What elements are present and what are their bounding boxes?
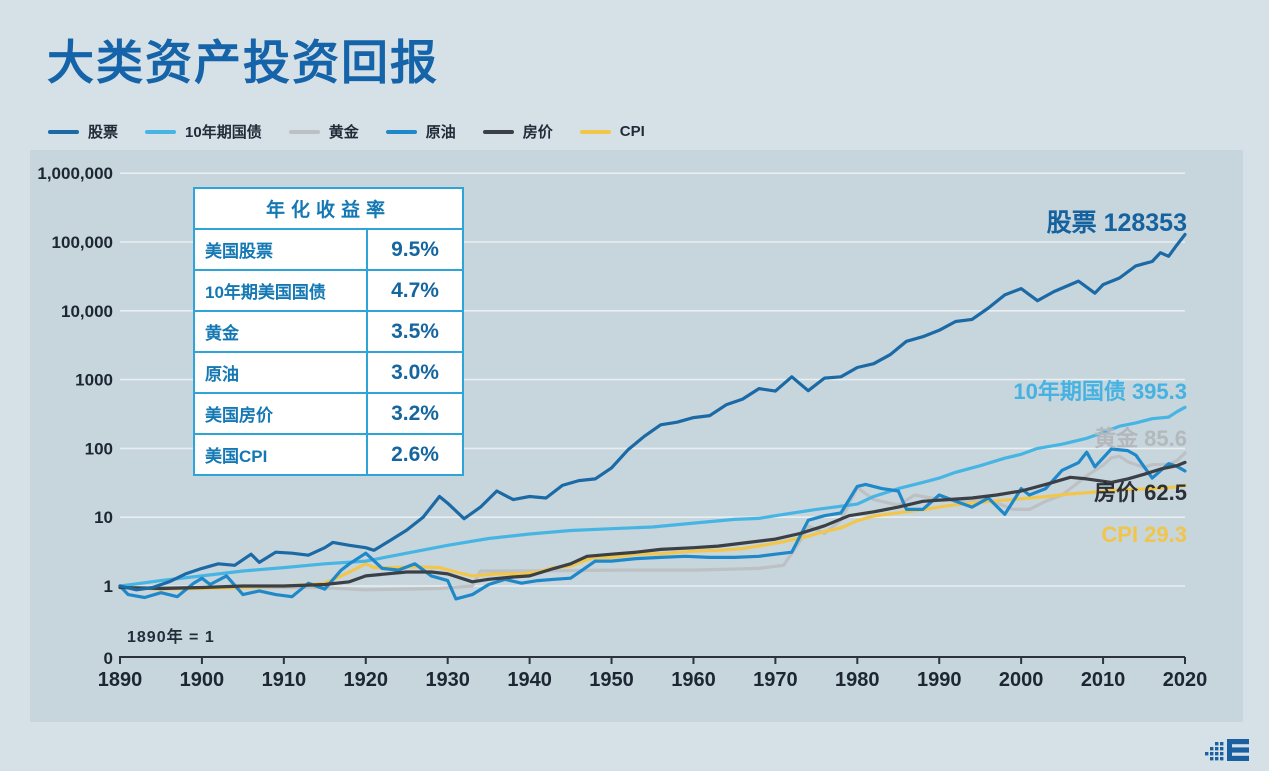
legend-label: 10年期国债	[185, 124, 262, 141]
legend-swatch-icon	[385, 129, 417, 134]
legend-label: 原油	[425, 124, 456, 141]
page-title: 大类资产投资回报	[47, 36, 439, 89]
legend-swatch-icon	[482, 129, 514, 134]
series-line-原油	[118, 447, 1187, 601]
legend-label: 黄金	[328, 124, 359, 141]
x-axis-label: 2010	[1081, 669, 1126, 691]
x-axis-label: 1980	[835, 669, 880, 691]
annualized-return-cell: 4.7%	[366, 269, 464, 312]
chart-legend: 股票 10年期国债 黄金 原油 房价 CPI	[48, 121, 645, 142]
y-axis-zero-label: 0	[104, 649, 113, 668]
x-axis-label: 2000	[999, 669, 1044, 691]
series-line-房价	[118, 460, 1187, 591]
x-axis-label: 1940	[507, 669, 552, 691]
y-axis-label: 1	[104, 577, 113, 596]
table-body: 美国股票 9.5% 10年期美国国债 4.7% 黄金 3.5% 原油 3.0% 美国房价 3.2%…	[193, 228, 464, 476]
legend-swatch-icon	[288, 129, 320, 134]
asset-name-cell: 原油	[193, 351, 368, 394]
annualized-returns-table: 年化收益率 美国股票 9.5% 10年期美国国债 4.7% 黄金 3.5% 原油 3.0% 美国…	[193, 187, 464, 476]
x-axis-label: 1950	[589, 669, 634, 691]
legend-item-黄金: 黄金	[288, 121, 359, 142]
x-axis-label: 1900	[180, 669, 225, 691]
x-axis-label: 1960	[671, 669, 716, 691]
table-header-row: 年化收益率	[193, 187, 464, 230]
legend-item-原油: 原油	[385, 121, 456, 142]
x-axis-label: 1930	[425, 669, 470, 691]
y-axis-label: 100,000	[52, 233, 113, 252]
x-axis-label: 1990	[917, 669, 962, 691]
legend-swatch-icon	[145, 129, 177, 134]
publisher-logo-icon	[1205, 739, 1249, 761]
x-axis-label: 1920	[344, 669, 389, 691]
annualized-return-cell: 9.5%	[366, 228, 464, 271]
table-row: 10年期美国国债 4.7%	[193, 269, 464, 312]
table-row: 美国房价 3.2%	[193, 392, 464, 435]
y-axis-label: 100	[85, 439, 113, 458]
legend-swatch-icon	[48, 129, 79, 134]
asset-name-cell: 美国股票	[193, 228, 368, 271]
y-axis-label: 10,000	[61, 302, 113, 321]
annualized-return-cell: 3.0%	[366, 351, 464, 394]
legend-label: 房价	[522, 124, 553, 141]
series-line-CPI	[118, 483, 1187, 591]
y-axis-label: 1000	[75, 371, 113, 390]
legend-swatch-icon	[579, 129, 611, 134]
series-line-黄金	[118, 451, 1187, 592]
table-row: 原油 3.0%	[193, 351, 464, 394]
series-end-label: 10年期国债 395.3	[1013, 379, 1187, 404]
x-axis-label: 1890	[98, 669, 143, 691]
series-end-label: 股票 128353	[1046, 209, 1187, 237]
table-row: 美国CPI 2.6%	[193, 433, 464, 476]
series-end-label: 房价 62.5	[1094, 480, 1187, 505]
asset-name-cell: 美国CPI	[193, 433, 368, 476]
legend-item-CPI: CPI	[579, 123, 645, 140]
x-axis-label: 1910	[262, 669, 307, 691]
annualized-return-cell: 2.6%	[366, 433, 464, 476]
table-header: 年化收益率	[193, 187, 464, 230]
series-end-label: 黄金 85.6	[1094, 426, 1187, 451]
asset-name-cell: 黄金	[193, 310, 368, 353]
y-axis-label: 10	[94, 508, 113, 527]
legend-item-股票: 股票	[48, 121, 118, 142]
asset-name-cell: 美国房价	[193, 392, 368, 435]
asset-name-cell: 10年期美国国债	[193, 269, 368, 312]
baseline-annotation: 1890年 = 1	[127, 629, 215, 646]
series-end-label: CPI 29.3	[1101, 522, 1187, 547]
legend-item-房价: 房价	[482, 121, 553, 142]
series-line-股票	[118, 232, 1187, 592]
x-axis-label: 2020	[1163, 669, 1208, 691]
legend-label: 股票	[88, 124, 119, 141]
x-axis-label: 1970	[753, 669, 798, 691]
legend-label: CPI	[619, 123, 645, 140]
y-axis-label: 1,000,000	[37, 164, 113, 183]
table-row: 美国股票 9.5%	[193, 228, 464, 271]
annualized-return-cell: 3.2%	[366, 392, 464, 435]
table-row: 黄金 3.5%	[193, 310, 464, 353]
annualized-return-cell: 3.5%	[366, 310, 464, 353]
legend-item-10年期国债: 10年期国债	[145, 121, 262, 142]
